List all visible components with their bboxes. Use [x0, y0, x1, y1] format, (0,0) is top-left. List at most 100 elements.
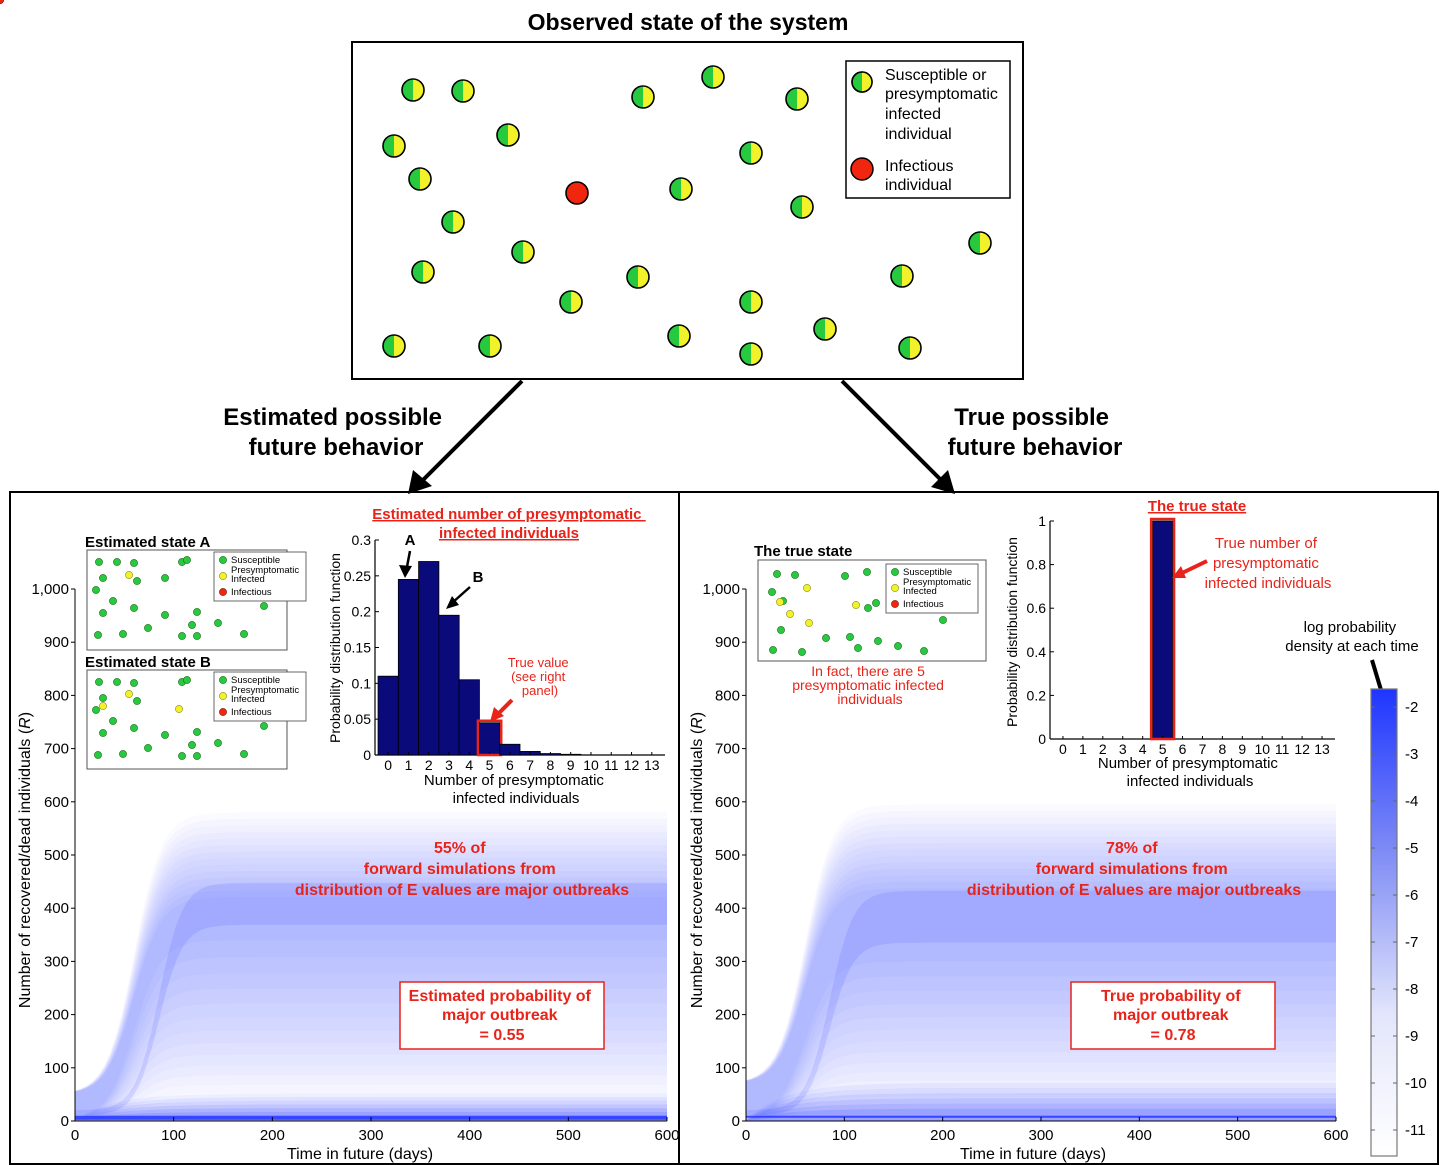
- right-density-heatmap: [746, 890, 1336, 1121]
- susceptible-dot: [240, 630, 248, 638]
- susceptible-dot: [130, 724, 138, 732]
- true-caption-line1: In fact, there are 5: [811, 663, 925, 679]
- mini-legend-infected: Infected: [903, 586, 937, 597]
- true-note-line2: presymptomatic: [1213, 555, 1319, 572]
- arrow-to-true-head: [931, 470, 955, 494]
- hist-y-tick-label: 0.3: [352, 532, 372, 548]
- susceptible-dot: [846, 633, 854, 641]
- svg-text:True probability of major: True probability of major outbreak = 0.7…: [1101, 988, 1245, 1044]
- hist-x-tick-label: 13: [1314, 741, 1330, 757]
- right-box-line3: = 0.78: [1151, 1027, 1196, 1044]
- right-hist-title: The true state: [1148, 498, 1246, 515]
- susceptible-dot: [872, 599, 880, 607]
- right-overlay-line3: distribution of E values are major outbr…: [967, 882, 1301, 899]
- label-a: A: [405, 532, 416, 549]
- presymptomatic-dot: [776, 598, 784, 606]
- susceptible-dot: [144, 624, 152, 632]
- mini-legend-susceptible: Susceptible: [231, 555, 280, 566]
- hist-x-tick-label: 1: [405, 757, 413, 773]
- colorbar-ticks: -2 -3 -4 -5 -6 -7 -8 -9 -10 -11: [1371, 699, 1427, 1139]
- hist-y-tick-label: 0.05: [344, 711, 371, 727]
- legend-susceptible-line1: Susceptible or: [885, 67, 987, 84]
- hist-x-tick-label: 13: [644, 757, 660, 773]
- infectious-legend-dot: [891, 600, 899, 608]
- right-hist-x-label-line2: infected individuals: [1127, 773, 1254, 790]
- infectious-dot: [0, 0, 4, 4]
- presymptomatic-dot: [175, 705, 183, 713]
- hist-x-tick-label: 10: [583, 757, 599, 773]
- susceptible-dot: [130, 679, 138, 687]
- hist-bar: [1152, 520, 1173, 740]
- main-y-tick-label: 300: [44, 953, 69, 970]
- svg-text:Number of presymptomatic i: Number of presymptomatic infected indivi…: [424, 772, 608, 807]
- true-state-title: The true state: [754, 543, 852, 560]
- susceptible-dot: [109, 597, 117, 605]
- left-overlay-line3: distribution of E values are major outbr…: [295, 882, 629, 899]
- susceptible-dot: [240, 750, 248, 758]
- mini-legend-infected: Infected: [231, 574, 265, 585]
- hist-bar: [479, 722, 501, 756]
- hist-y-tick-label: 0.8: [1027, 557, 1047, 573]
- susceptible-legend-dot: [891, 568, 899, 576]
- main-y-tick-label: 100: [44, 1060, 69, 1077]
- observed-title: Observed state of the system: [528, 9, 849, 35]
- susceptible-dot: [95, 558, 103, 566]
- main-y-tick-label: 600: [715, 794, 740, 811]
- main-y-tick-label: 1,000: [31, 581, 69, 598]
- susceptible-dot: [894, 642, 902, 650]
- hist-bar: [397, 579, 420, 756]
- presymptomatic-dot: [786, 610, 794, 618]
- susceptible-individual: [898, 336, 922, 360]
- susceptible-dot: [133, 577, 141, 585]
- hist-x-tick-label: 6: [1179, 741, 1187, 757]
- svg-text:Estimated possible future: Estimated possible future behavior: [223, 404, 448, 461]
- susceptible-dot: [769, 646, 777, 654]
- susceptible-dot: [791, 571, 799, 579]
- main-x-tick-label: 600: [1323, 1127, 1348, 1144]
- svg-text:log probability density at: log probability density at each time: [1285, 619, 1418, 655]
- mini-legend-infectious: Infectious: [231, 707, 272, 718]
- branch-true-line1: True possible: [954, 404, 1109, 431]
- susceptible-dot: [178, 632, 186, 640]
- main-x-tick-label: 200: [260, 1127, 285, 1144]
- susceptible-dot: [214, 619, 222, 627]
- true-note-arrow: [1179, 559, 1208, 576]
- main-x-tick-label: 200: [930, 1127, 955, 1144]
- hist-x-tick-label: 12: [1294, 741, 1310, 757]
- main-y-tick-label: 600: [44, 794, 69, 811]
- main-y-tick-label: 700: [715, 741, 740, 758]
- main-y-tick-label: 400: [44, 900, 69, 917]
- hist-y-tick-label: 0: [363, 747, 371, 763]
- mini-legend-infected: Infected: [231, 694, 265, 705]
- hist-y-tick-label: 0.6: [1027, 600, 1047, 616]
- label-b: B: [473, 569, 484, 586]
- main-x-tick-label: 0: [71, 1127, 79, 1144]
- left-density-heatmap: [75, 882, 667, 1121]
- left-box-line2: major outbreak: [442, 1007, 558, 1024]
- presymptomatic-legend-dot: [219, 572, 227, 580]
- hist-x-tick-label: 2: [425, 757, 433, 773]
- svg-text:Estimated probability of m: Estimated probability of major outbreak …: [409, 988, 596, 1044]
- svg-text:Susceptible or presympto: Susceptible or presymptomatic infected i…: [885, 67, 1002, 143]
- hist-bar: [458, 679, 480, 756]
- susceptible-individual: [785, 87, 809, 111]
- hist-bar: [377, 675, 399, 756]
- colorbar-tick-label: -5: [1405, 840, 1418, 857]
- legend-infectious-line1: Infectious: [885, 158, 953, 175]
- hist-y-tick-label: 0.4: [1027, 644, 1047, 660]
- hist-x-tick-label: 4: [1139, 741, 1147, 757]
- colorbar: [1370, 688, 1398, 1157]
- mini-legend-susceptible: Susceptible: [903, 567, 952, 578]
- colorbar-tick-label: -10: [1405, 1075, 1427, 1092]
- susceptible-individual: [382, 134, 406, 158]
- left-box-line1: Estimated probability of: [409, 988, 592, 1005]
- svg-text:True value (see right: True value (see right panel): [508, 655, 573, 698]
- susceptible-dot: [822, 634, 830, 642]
- main-x-tick-label: 100: [161, 1127, 186, 1144]
- susceptible-dot: [193, 728, 201, 736]
- susceptible-individual: [739, 290, 763, 314]
- hist-y-tick-label: 1: [1038, 513, 1046, 529]
- susceptible-dot: [92, 706, 100, 714]
